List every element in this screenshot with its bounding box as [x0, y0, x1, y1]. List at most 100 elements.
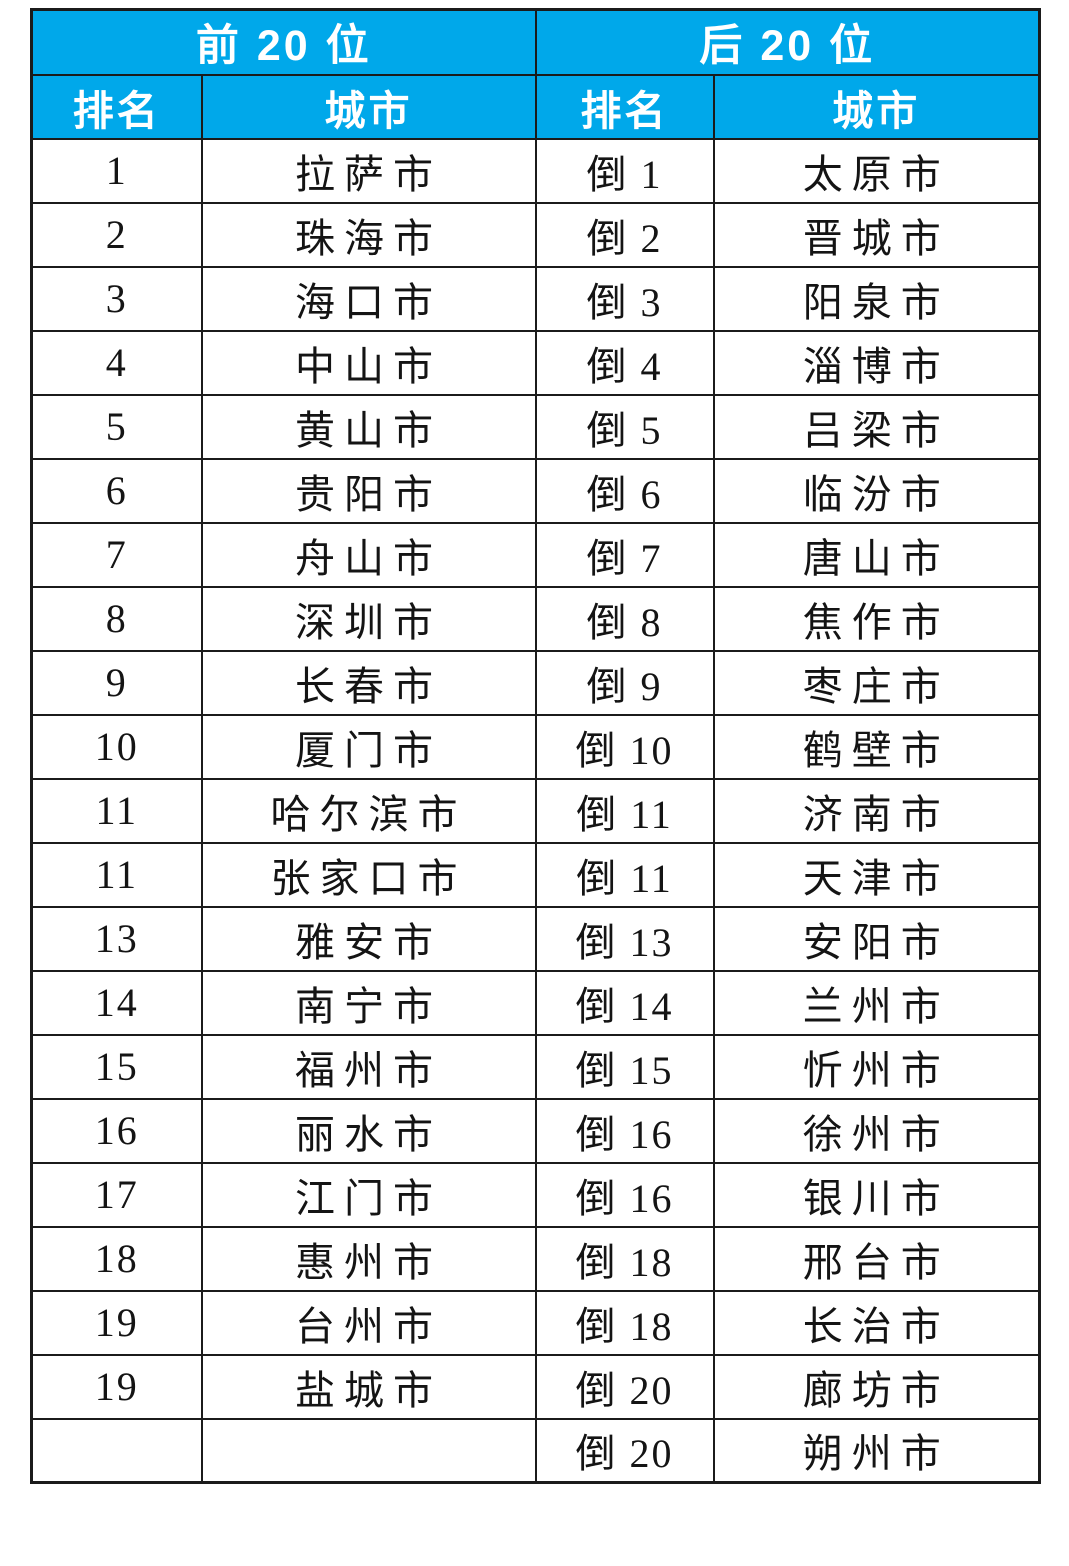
- table-row: 14 南宁市倒 14 兰州市: [30, 969, 1041, 1036]
- city-cell: 福州市: [200, 1033, 537, 1100]
- rank-cell: 倒 11: [534, 777, 715, 844]
- city-cell: 阳泉市: [712, 265, 1041, 332]
- table-row: 11 哈尔滨市倒 11 济南市: [30, 777, 1041, 844]
- city-cell: 廊坊市: [712, 1353, 1041, 1420]
- rank-cell: 倒 18: [534, 1225, 715, 1292]
- city-cell: 徐州市: [712, 1097, 1041, 1164]
- city-cell: 天津市: [712, 841, 1041, 908]
- table-row: 5 黄山市倒 5 吕梁市: [30, 393, 1041, 460]
- city-cell: 枣庄市: [712, 649, 1041, 716]
- table-row: 6 贵阳市倒 6 临汾市: [30, 457, 1041, 524]
- rank-cell: 倒 16: [534, 1097, 715, 1164]
- table-row: 17 江门市倒 16 银川市: [30, 1161, 1041, 1228]
- rank-cell: 19: [30, 1289, 203, 1356]
- city-cell: 安阳市: [712, 905, 1041, 972]
- header-city-right: 城市: [712, 73, 1041, 140]
- rank-cell: 9: [30, 649, 203, 716]
- rank-cell: 倒 18: [534, 1289, 715, 1356]
- city-cell: 黄山市: [200, 393, 537, 460]
- city-cell: 南宁市: [200, 969, 537, 1036]
- city-cell: 唐山市: [712, 521, 1041, 588]
- rank-cell: 倒 3: [534, 265, 715, 332]
- city-cell: 盐城市: [200, 1353, 537, 1420]
- rank-cell: 8: [30, 585, 203, 652]
- rank-cell: 倒 11: [534, 841, 715, 908]
- header-group-row: 前 20 位 后 20 位: [30, 8, 1041, 76]
- rank-cell: 15: [30, 1033, 203, 1100]
- rank-cell: 4: [30, 329, 203, 396]
- table-row: 9 长春市倒 9 枣庄市: [30, 649, 1041, 716]
- table-row: 16 丽水市倒 16 徐州市: [30, 1097, 1041, 1164]
- rank-cell: 1: [30, 137, 203, 204]
- rank-cell: 7: [30, 521, 203, 588]
- city-cell: 贵阳市: [200, 457, 537, 524]
- table-row: 7 舟山市倒 7 唐山市: [30, 521, 1041, 588]
- header-bottom20: 后 20 位: [534, 8, 1041, 76]
- city-cell: 兰州市: [712, 969, 1041, 1036]
- city-cell: 中山市: [200, 329, 537, 396]
- rank-cell: 倒 2: [534, 201, 715, 268]
- city-cell: 长治市: [712, 1289, 1041, 1356]
- city-cell: 雅安市: [200, 905, 537, 972]
- city-cell: 哈尔滨市: [200, 777, 537, 844]
- city-cell: 忻州市: [712, 1033, 1041, 1100]
- city-cell: 邢台市: [712, 1225, 1041, 1292]
- city-cell: 济南市: [712, 777, 1041, 844]
- rank-cell: 倒 16: [534, 1161, 715, 1228]
- rank-cell: 16: [30, 1097, 203, 1164]
- city-cell: 临汾市: [712, 457, 1041, 524]
- rank-cell: 倒 8: [534, 585, 715, 652]
- city-cell: 鹤壁市: [712, 713, 1041, 780]
- city-cell: 珠海市: [200, 201, 537, 268]
- rank-cell: 倒 20: [534, 1353, 715, 1420]
- rank-cell: 17: [30, 1161, 203, 1228]
- city-cell: 丽水市: [200, 1097, 537, 1164]
- rank-cell: 3: [30, 265, 203, 332]
- city-cell: 厦门市: [200, 713, 537, 780]
- rank-cell: 13: [30, 905, 203, 972]
- table-row: 10 厦门市倒 10 鹤壁市: [30, 713, 1041, 780]
- table-row: 倒 20 朔州市: [30, 1417, 1041, 1484]
- table-row: 8 深圳市倒 8 焦作市: [30, 585, 1041, 652]
- rank-cell: 2: [30, 201, 203, 268]
- rank-cell: 18: [30, 1225, 203, 1292]
- table-row: 19 盐城市倒 20 廊坊市: [30, 1353, 1041, 1420]
- city-cell: 吕梁市: [712, 393, 1041, 460]
- city-cell: 舟山市: [200, 521, 537, 588]
- table-row: 15 福州市倒 15 忻州市: [30, 1033, 1041, 1100]
- city-ranking-table: 前 20 位 后 20 位 排名 城市 排名 城市 1 拉萨市倒 1 太原市 2 珠海市…: [30, 8, 1042, 1484]
- city-cell: 台州市: [200, 1289, 537, 1356]
- rank-cell: 倒 15: [534, 1033, 715, 1100]
- rank-cell: 倒 13: [534, 905, 715, 972]
- header-top20: 前 20 位: [30, 8, 537, 76]
- header-sub-row: 排名 城市 排名 城市: [30, 73, 1041, 140]
- table-row: 4 中山市倒 4 淄博市: [30, 329, 1041, 396]
- table-body: 1 拉萨市倒 1 太原市 2 珠海市倒 2 晋城市 3 海口市倒 3 阳泉市 4 中山市倒 4 淄博市…: [30, 137, 1041, 1484]
- table-header: 前 20 位 后 20 位 排名 城市 排名 城市: [30, 8, 1041, 140]
- rank-cell: 倒 5: [534, 393, 715, 460]
- rank-cell: 6: [30, 457, 203, 524]
- city-cell: 惠州市: [200, 1225, 537, 1292]
- header-rank-right: 排名: [534, 73, 715, 140]
- city-cell: 深圳市: [200, 585, 537, 652]
- city-cell: 江门市: [200, 1161, 537, 1228]
- rank-cell: 11: [30, 777, 203, 844]
- rank-cell: 倒 10: [534, 713, 715, 780]
- city-cell: [200, 1417, 537, 1484]
- rank-cell: 倒 7: [534, 521, 715, 588]
- table-row: 19 台州市倒 18 长治市: [30, 1289, 1041, 1356]
- table-row: 1 拉萨市倒 1 太原市: [30, 137, 1041, 204]
- table-row: 11 张家口市倒 11 天津市: [30, 841, 1041, 908]
- city-cell: 焦作市: [712, 585, 1041, 652]
- rank-cell: 倒 20: [534, 1417, 715, 1484]
- table-row: 18 惠州市倒 18 邢台市: [30, 1225, 1041, 1292]
- header-rank-left: 排名: [30, 73, 203, 140]
- city-cell: 长春市: [200, 649, 537, 716]
- rank-cell: 倒 1: [534, 137, 715, 204]
- rank-cell: 倒 4: [534, 329, 715, 396]
- rank-cell: 5: [30, 393, 203, 460]
- city-cell: 张家口市: [200, 841, 537, 908]
- rank-cell: 11: [30, 841, 203, 908]
- city-cell: 拉萨市: [200, 137, 537, 204]
- table-row: 13 雅安市倒 13 安阳市: [30, 905, 1041, 972]
